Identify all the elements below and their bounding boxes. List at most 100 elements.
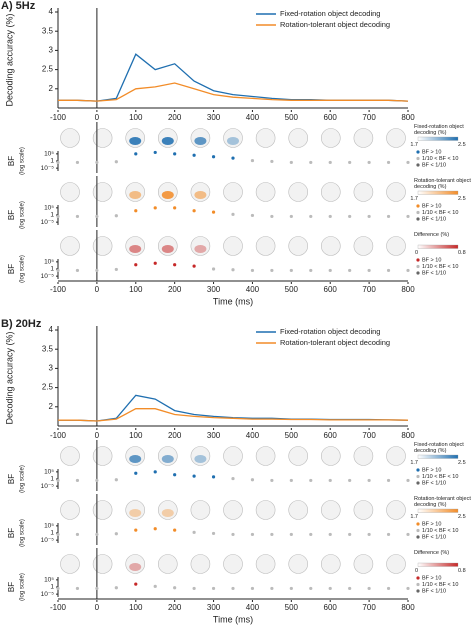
x-tick-label: 300 (207, 603, 221, 612)
colorbar-label: Rotation-tolerant object decoding (%) (414, 178, 471, 190)
bf-point (406, 586, 410, 591)
legend-label: BF > 10 (422, 575, 441, 581)
legend-dot (416, 210, 420, 215)
y-axis-note: (log scale) (20, 255, 26, 283)
bf-point (95, 532, 99, 537)
x-tick-label: 600 (324, 285, 338, 294)
scalp-map (92, 500, 113, 520)
bf-point (153, 470, 157, 474)
y-axis-label: BF (7, 474, 16, 484)
legend-dot (416, 468, 420, 472)
colorbar-tick-label: 0.8 (458, 250, 466, 256)
legend-dot (416, 522, 420, 526)
scalp-map (158, 554, 178, 574)
scalp-map (386, 128, 406, 148)
series-line (58, 53, 409, 102)
scalp-activation (129, 191, 142, 199)
legend-label: 1/10 < BF < 10 (422, 582, 458, 588)
bf-point (328, 160, 332, 165)
bf-point (231, 532, 235, 537)
colorbar-tick-label: 0 (415, 250, 418, 256)
y-axis-label: BF (7, 210, 16, 220)
colorbar-tick-label: 1.7 (410, 460, 418, 466)
bf-point (328, 268, 332, 273)
colorbar (417, 562, 459, 567)
x-tick-label: -100 (50, 113, 67, 122)
bf-point (173, 206, 177, 210)
scalp-activation (194, 137, 207, 145)
bf-point (75, 532, 80, 537)
colorbar-label: Difference (%) (414, 232, 450, 238)
scalp-activation (129, 509, 142, 517)
x-tick-label: 200 (168, 431, 182, 440)
y-tick-label: 10⁵ (44, 469, 54, 476)
bf-point (173, 473, 177, 477)
bf-point (134, 263, 138, 267)
y-tick-label: 2.5 (42, 65, 54, 74)
y-tick-label: 10⁻⁵ (41, 273, 55, 280)
y-tick-label: 2 (49, 84, 54, 93)
bf-point (231, 156, 235, 160)
bf-point (270, 532, 274, 537)
bf-point (289, 478, 293, 483)
scalp-map (288, 182, 309, 202)
x-tick-label: 500 (285, 113, 299, 122)
scalp-map (92, 554, 113, 574)
colorbar (417, 136, 459, 141)
bf-point (75, 268, 80, 273)
x-tick-label: 400 (246, 431, 260, 440)
x-tick-label: 0 (95, 431, 100, 440)
y-tick-label: 1 (50, 530, 54, 537)
scalp-map (92, 182, 113, 202)
y-axis-note: (log scale) (20, 465, 26, 493)
bf-point (56, 532, 60, 537)
legend-dot (416, 535, 420, 539)
bf-point (153, 206, 157, 210)
bf-point (56, 478, 60, 483)
legend-label: BF > 10 (422, 521, 441, 527)
legend-dot (416, 528, 420, 533)
colorbar-label: Fixed-rotation object decoding (%) (414, 442, 464, 454)
colorbar-label: Rotation-tolerant object decoding (%) (414, 496, 471, 508)
bf-point (95, 160, 99, 165)
bf-point (211, 267, 216, 271)
bf-point (309, 268, 313, 273)
bf-point (211, 475, 216, 479)
y-axis-note: (log scale) (20, 201, 26, 229)
bf-point (309, 478, 313, 483)
scalp-map (386, 500, 406, 520)
x-tick-label: 800 (401, 603, 415, 612)
bf-point (173, 152, 177, 156)
bf-point (406, 478, 410, 483)
scalp-map (386, 554, 406, 574)
bf-point (348, 268, 352, 273)
bf-point (328, 478, 332, 483)
colorbar-tick-label: 2.5 (458, 460, 466, 466)
bf-point (348, 160, 352, 165)
colorbar-label: Difference (%) (414, 550, 450, 556)
bf-point (95, 478, 99, 483)
scalp-map (353, 236, 374, 256)
legend-label: BF < 1/10 (422, 270, 446, 276)
bf-point (289, 532, 293, 537)
y-tick-label: 10⁵ (44, 523, 54, 530)
scalp-map (320, 182, 341, 202)
scalp-map (255, 236, 276, 256)
legend-label: 1/10 < BF < 10 (422, 156, 458, 162)
bf-point (173, 586, 177, 590)
legend-label: Rotation-tolerant object decoding (280, 20, 390, 29)
bf-point (153, 584, 157, 588)
legend-label: 1/10 < BF < 10 (422, 264, 458, 270)
y-tick-label: 2.5 (42, 383, 54, 392)
y-tick-label: 3.5 (42, 26, 54, 35)
x-tick-label: 700 (362, 603, 376, 612)
x-tick-label: 200 (168, 113, 182, 122)
bf-point (153, 527, 157, 531)
colorbar-tick-label: 2.5 (458, 514, 466, 520)
scalp-activation (161, 137, 174, 145)
x-axis-label: Time (ms) (213, 296, 253, 306)
scalp-map (223, 446, 243, 466)
colorbar-tick-label: 0.8 (458, 568, 466, 574)
scalp-map (386, 182, 406, 202)
legend-label: 1/10 < BF < 10 (422, 210, 458, 216)
